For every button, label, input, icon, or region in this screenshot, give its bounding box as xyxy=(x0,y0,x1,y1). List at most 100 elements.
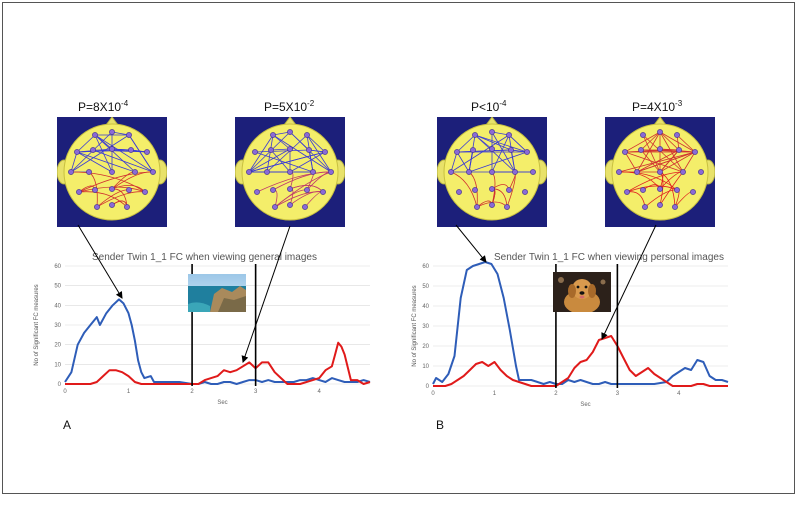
connection-line xyxy=(92,149,154,173)
x-tick-label: 3 xyxy=(254,389,258,395)
connection-line xyxy=(624,149,680,153)
connection-line xyxy=(450,171,478,208)
connection-line xyxy=(636,131,661,173)
electrode xyxy=(109,186,115,192)
connection-line xyxy=(636,151,696,173)
electrode xyxy=(109,129,115,135)
electrode xyxy=(109,202,115,208)
connection-line xyxy=(76,134,96,153)
connection-line xyxy=(491,134,510,173)
y-tick-label: 0 xyxy=(58,382,62,388)
electrode xyxy=(530,169,536,175)
connection-line xyxy=(272,134,291,150)
connection-line xyxy=(272,171,332,191)
electrode xyxy=(506,132,512,138)
electrode xyxy=(698,169,704,175)
electrode xyxy=(90,147,96,153)
electrode xyxy=(246,169,252,175)
arrow xyxy=(601,224,657,340)
electrode xyxy=(287,202,293,208)
electrode xyxy=(690,189,696,195)
connection-line xyxy=(270,148,291,151)
electrode xyxy=(322,149,328,155)
electrode xyxy=(144,149,150,155)
connection-line xyxy=(642,134,661,173)
electrode xyxy=(306,147,312,153)
x-tick-label: 2 xyxy=(190,389,194,395)
electrode xyxy=(657,146,663,152)
blue-series-line xyxy=(432,261,729,385)
eeg-head-map xyxy=(605,117,715,227)
electrode xyxy=(287,186,293,192)
electrode xyxy=(642,204,648,210)
x-tick-label: 4 xyxy=(317,389,321,395)
connection-line xyxy=(254,151,314,173)
y-tick-label: 60 xyxy=(422,264,429,270)
connection-line xyxy=(659,151,696,173)
connection-line xyxy=(94,134,136,173)
y-tick-label: 10 xyxy=(54,362,61,368)
electrode xyxy=(310,169,316,175)
electrode xyxy=(470,147,476,153)
connection-line xyxy=(78,186,146,193)
electrode xyxy=(616,169,622,175)
connection-line xyxy=(624,151,638,173)
electrode xyxy=(692,149,698,155)
electrode xyxy=(657,186,663,192)
electrode xyxy=(474,204,480,210)
electrode xyxy=(126,132,132,138)
connection-line xyxy=(474,134,516,173)
electrode xyxy=(142,189,148,195)
electrode xyxy=(489,169,495,175)
electrode xyxy=(512,169,518,175)
electrode xyxy=(676,147,682,153)
electrode xyxy=(489,146,495,152)
electrode xyxy=(132,169,138,175)
y-tick-label: 50 xyxy=(422,284,429,290)
pvalue-b2: P=4X10-3 xyxy=(632,99,683,114)
pvalue-a2: P=5X10-2 xyxy=(264,99,315,114)
electrode xyxy=(287,146,293,152)
electrode xyxy=(506,187,512,193)
connection-line xyxy=(289,151,326,173)
connection-line xyxy=(78,191,128,208)
y-tick-label: 20 xyxy=(54,343,61,349)
electrode xyxy=(287,169,293,175)
connection-line xyxy=(676,134,696,153)
electrode xyxy=(657,202,663,208)
electrode xyxy=(624,189,630,195)
connection-line xyxy=(306,134,326,153)
connection-line xyxy=(682,151,696,173)
electrode xyxy=(270,132,276,138)
electrode xyxy=(657,129,663,135)
electrode xyxy=(640,132,646,138)
x-tick-label: 4 xyxy=(677,391,681,397)
electrode xyxy=(304,132,310,138)
electrode xyxy=(634,169,640,175)
chart-title-a: Sender Twin 1_1 FC when viewing general … xyxy=(92,252,317,263)
electrode xyxy=(126,187,132,193)
connection-line xyxy=(248,148,291,173)
x-tick-label: 2 xyxy=(554,391,558,397)
electrode xyxy=(657,169,663,175)
connection-line xyxy=(78,171,154,193)
connection-line xyxy=(659,131,696,153)
connection-line xyxy=(659,149,680,173)
dog-portrait-photo xyxy=(553,272,611,312)
electrode xyxy=(448,169,454,175)
panel-label-a: A xyxy=(63,418,72,432)
connection-line xyxy=(508,134,516,173)
chart-title-b: Sender Twin 1_1 FC when viewing personal… xyxy=(494,252,724,263)
electrode xyxy=(622,149,628,155)
y-tick-label: 30 xyxy=(54,323,61,329)
figure-frame xyxy=(2,2,795,494)
eeg-head-map xyxy=(235,117,345,227)
electrode xyxy=(128,147,134,153)
electrode xyxy=(320,189,326,195)
connection-line xyxy=(468,149,474,173)
electrode xyxy=(270,187,276,193)
connection-line xyxy=(266,134,308,173)
connection-line xyxy=(308,149,314,173)
electrode xyxy=(254,189,260,195)
